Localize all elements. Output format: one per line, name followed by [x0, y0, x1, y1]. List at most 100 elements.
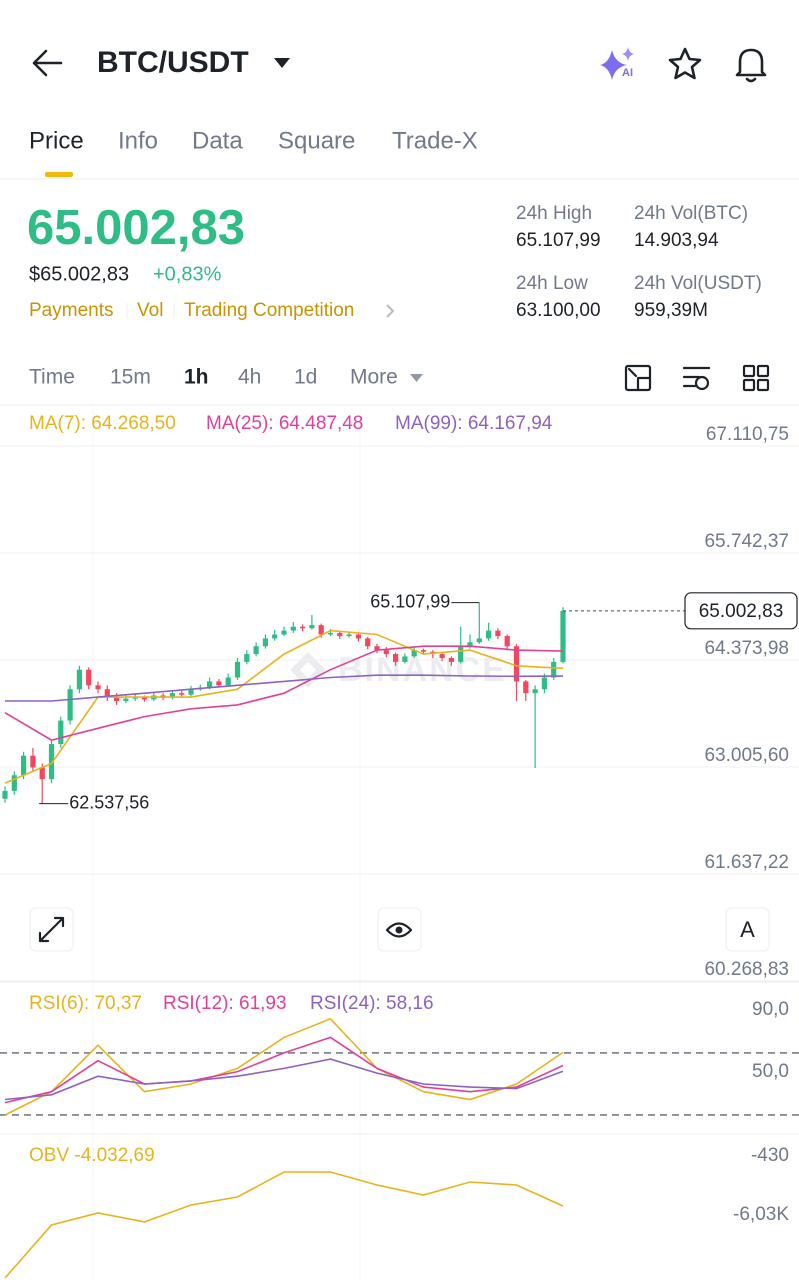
alert-button[interactable] [735, 48, 767, 83]
legend-entry: RSI(24): 58,16 [310, 993, 434, 1014]
candle-body [383, 650, 389, 655]
y-tick-label: 64.373,98 [704, 638, 789, 659]
candle-body [309, 625, 315, 629]
candle-body [420, 650, 427, 652]
legend-entry: RSI(12): 61,93 [163, 993, 287, 1014]
stat-label: 24h Vol(BTC) [634, 203, 748, 224]
tab[interactable]: Trade-X [392, 127, 478, 154]
watermark: BINANCE [290, 651, 507, 689]
button-frame [725, 907, 770, 952]
candle-body [495, 630, 501, 637]
interval[interactable]: More [350, 366, 398, 389]
candle-body [365, 638, 371, 647]
candle-body [58, 720, 64, 744]
tag-link[interactable]: Vol [137, 300, 163, 321]
ma-line [4, 629, 564, 784]
price-change: +0,83% [153, 263, 222, 285]
auto-label: A [740, 917, 755, 942]
candle-body [114, 697, 120, 701]
candle-body [30, 755, 36, 768]
last-price: 65.002,83 [27, 201, 245, 255]
legend-entry: MA(99): 64.167,94 [395, 413, 553, 434]
candle-body [337, 632, 343, 637]
tab-bar: Price Info Data Square Trade-X [29, 127, 478, 154]
more-chevron[interactable] [386, 304, 395, 318]
fullscreen-button[interactable] [29, 907, 74, 952]
candle-body [355, 634, 361, 639]
ai-sparkle [600, 50, 627, 80]
y-tick-label: 50,0 [752, 1061, 789, 1082]
stat-label: 24h High [516, 203, 592, 224]
legend-entry: RSI(6): 70,37 [29, 993, 142, 1014]
pair-title[interactable]: BTC/USDT [97, 46, 249, 79]
candle-body [225, 677, 231, 686]
interval[interactable]: 15m [110, 366, 151, 389]
y-tick-label: 63.005,60 [704, 745, 789, 766]
candle-body [76, 669, 82, 690]
ma-line [5, 674, 564, 702]
candle-body [244, 654, 250, 662]
tab[interactable]: Info [118, 127, 158, 154]
pair-dropdown[interactable] [274, 58, 290, 68]
y-tick-label: 67.110,75 [706, 424, 789, 445]
tab[interactable]: Data [192, 127, 243, 154]
legend-entry: MA(7): 64.268,50 [29, 413, 176, 434]
candle-body [439, 654, 445, 658]
candle-body [541, 677, 547, 690]
candle-body [272, 634, 278, 639]
candle-body [123, 698, 129, 701]
watermark-text: BINANCE [338, 651, 507, 689]
candle-body [95, 685, 101, 690]
candle-body [2, 790, 8, 799]
auto-scale-button[interactable]: A [725, 907, 770, 952]
rsi-line [4, 1058, 564, 1101]
annotation-label: 62.537,56 [69, 792, 149, 812]
candle-body [281, 630, 287, 635]
tag-link[interactable]: Payments [29, 300, 113, 321]
candle-body [486, 630, 492, 639]
candle-body [188, 689, 194, 695]
tag-link[interactable]: Trading Competition [184, 300, 354, 321]
candle-body [476, 638, 482, 643]
candle-body [402, 656, 408, 662]
candle-body [374, 646, 380, 651]
indicator-button[interactable] [682, 366, 711, 391]
tab[interactable]: Square [278, 127, 355, 154]
chart-settings-button[interactable] [624, 364, 652, 392]
y-tick-label: -430 [751, 1145, 789, 1166]
candle-body [234, 661, 241, 678]
y-tick-label: 65.742,37 [704, 531, 789, 552]
stat-label: 24h Low [516, 273, 588, 294]
candle-body [346, 634, 352, 637]
ai-label: AI [622, 67, 633, 79]
candle-body [11, 775, 17, 791]
legend-entry: OBV -4.032,69 [29, 1145, 155, 1166]
layout-button[interactable] [742, 364, 770, 392]
interval[interactable]: Time [29, 366, 75, 389]
candle-body [86, 669, 92, 686]
interval[interactable]: 4h [238, 366, 261, 389]
candle-body [411, 650, 417, 657]
interval[interactable]: 1d [294, 366, 317, 389]
usd-price: $65.002,83 [29, 263, 129, 285]
candle-body [560, 610, 566, 662]
legend-entry: MA(25): 64.487,48 [206, 413, 363, 434]
candle-body [48, 743, 55, 780]
price-chart: 67.110,75 65.742,37 64.373,98 63.005,60 61.6… [0, 413, 799, 1279]
candle-body [290, 626, 296, 631]
favorite-button[interactable] [668, 47, 702, 80]
more-caret[interactable] [410, 374, 423, 382]
tab[interactable]: Price [29, 127, 84, 154]
ai-button[interactable]: AI [600, 47, 634, 80]
back-button[interactable] [32, 49, 63, 77]
expand-icon [38, 916, 65, 943]
interval[interactable]: 1h [184, 366, 209, 389]
active-tab-indicator [45, 172, 73, 177]
candle-body [532, 689, 538, 694]
visibility-button[interactable] [377, 907, 422, 952]
stat-label: 24h Vol(USDT) [634, 273, 762, 294]
y-tick-label: 61.637,22 [704, 852, 789, 873]
ma-line [4, 645, 564, 741]
eye-icon [385, 922, 413, 938]
